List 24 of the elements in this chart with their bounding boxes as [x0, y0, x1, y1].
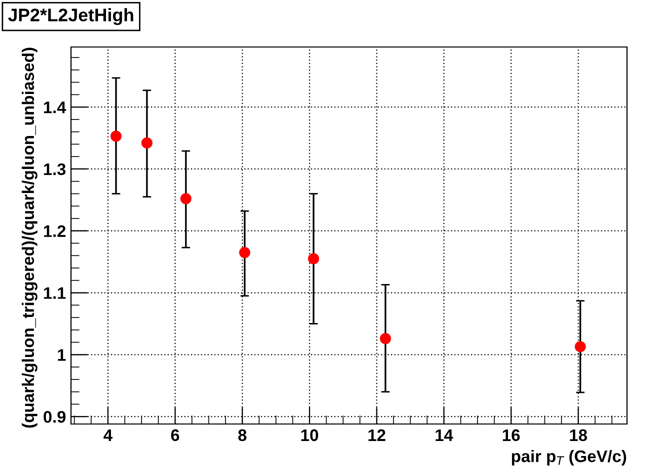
x-tick-label: 14 [436, 429, 454, 441]
chart-title: JP2*L2JetHigh [8, 8, 134, 26]
point [574, 341, 586, 352]
x-tick-label: 10 [301, 429, 318, 442]
point [308, 253, 320, 264]
point [180, 193, 192, 204]
x-axis-title: pair p$_{T}$ (GeV/c) [512, 450, 626, 466]
point [141, 137, 152, 149]
point [239, 246, 250, 258]
x-tick-label: 18 [570, 429, 588, 442]
y-tick-label: 1.4 [44, 102, 66, 114]
y-tick-label: 1.3 [44, 163, 66, 176]
x-tick-label: 16 [502, 429, 520, 442]
x-tick-label: 4 [104, 429, 112, 441]
x-tick-label: 6 [171, 429, 180, 442]
y-axis-title: (quark/gluon_triggered)/(quark/gluon_unbiased) [22, 48, 38, 428]
y-tick-label: 0.9 [44, 410, 66, 423]
point [380, 333, 392, 344]
y-tick-label: 1.2 [44, 225, 66, 237]
y-tick-label: 1 [58, 349, 66, 361]
x-tick-label: 12 [368, 429, 386, 441]
point [110, 130, 122, 142]
y-tick-label: 1.1 [44, 287, 66, 299]
x-tick-label: 8 [238, 429, 246, 442]
